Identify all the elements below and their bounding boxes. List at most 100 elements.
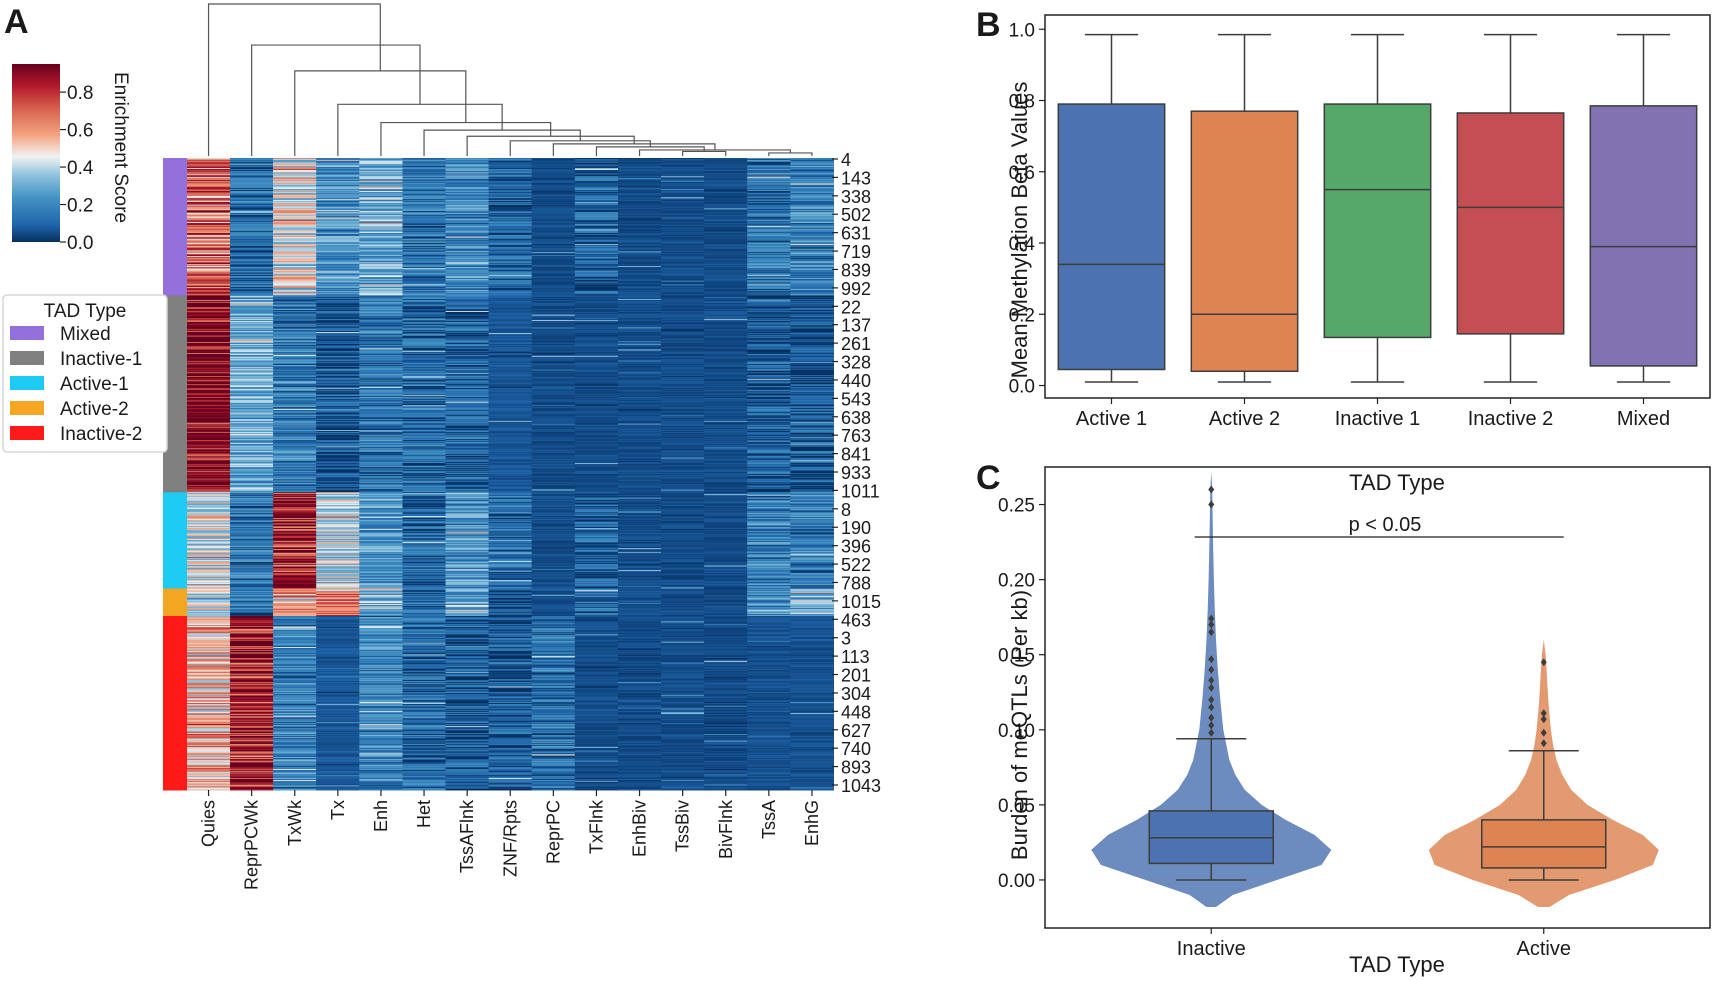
heatmap-cell [273,370,317,372]
heatmap-cell [402,286,446,288]
heatmap-cell [316,414,360,416]
heatmap-cell [187,383,231,385]
heatmap-cell [445,251,490,253]
heatmap-cell [230,421,274,424]
heatmap-cell [747,230,791,232]
heatmap-cell [359,188,403,190]
heatmap-cell [704,282,748,284]
heatmap-cell [661,182,705,184]
heatmap-cell [402,198,446,200]
heatmap-cell [273,376,317,379]
heatmap-cell [187,381,231,383]
heatmap-cell [230,483,274,485]
heatmap-cell [187,212,231,214]
heatmap-cell [187,244,231,246]
heatmap-cell [704,210,748,212]
heatmap-cell [704,201,748,204]
heatmap-cell [316,216,360,218]
heatmap-cell [316,174,360,176]
heatmap-cell [402,185,446,187]
heatmap-cell [230,224,274,227]
heatmap-cell [359,248,403,250]
heatmap-cell [574,173,619,175]
heatmap-cell [187,386,231,388]
heatmap-cell [488,256,533,259]
heatmap-cell [445,280,490,283]
heatmap-cell [230,428,274,430]
heatmap-cell [402,372,446,374]
heatmap-cell [316,484,360,487]
heatmap-cell [359,315,403,317]
heatmap-cell [790,212,834,214]
heatmap-cell [359,313,403,315]
heatmap-cell [316,250,360,252]
heatmap-cell [273,224,317,227]
heatmap-cell [359,457,403,459]
heatmap-cell [402,317,446,319]
heatmap-cell [230,213,274,216]
heatmap-cell [618,186,662,188]
heatmap-cell [618,249,662,251]
heatmap-cell [187,248,231,250]
heatmap-cell [316,285,360,287]
heatmap-cell [316,483,360,485]
heatmap-cell [574,195,619,197]
heatmap-cell [747,279,791,282]
heatmap-cell [747,192,791,195]
heatmap-cell [273,470,317,472]
heatmap-cell [574,198,619,200]
heatmap-cell [574,175,619,177]
heatmap-cell [704,262,748,264]
heatmap-cell [402,178,446,180]
heatmap-cell [230,373,274,375]
heatmap-cell [445,172,490,174]
heatmap-cell [187,326,231,328]
heatmap-cell [230,250,274,252]
heatmap-cell [704,215,748,217]
heatmap-cell [704,212,748,215]
heatmap-cell [187,226,231,228]
heatmap-cell [187,227,231,229]
heatmap-cell [661,274,705,276]
heatmap-cell [273,206,317,208]
heatmap-cell [273,475,317,478]
heatmap-cell [704,201,748,203]
heatmap-cell [316,469,360,471]
heatmap-cell [316,316,360,318]
heatmap-cell [445,171,490,174]
heatmap-cell [187,197,231,199]
heatmap-cell [402,409,446,412]
heatmap-cell [187,297,231,299]
heatmap-cell [574,201,619,204]
heatmap-cell [402,322,446,325]
heatmap-cell [273,166,317,168]
heatmap-cell [316,171,360,174]
heatmap-cell [230,198,274,200]
heatmap-cell [230,322,274,325]
heatmap-cell [790,211,834,213]
heatmap-cell [531,197,576,199]
heatmap-cell [445,167,490,169]
heatmap-cell [704,225,748,228]
heatmap-cell [316,382,360,384]
heatmap-cell [747,255,791,257]
heatmap-cell [230,183,274,185]
heatmap-cell [316,260,360,262]
heatmap-cell [273,393,317,395]
heatmap-cell [618,213,662,216]
heatmap-cell [618,234,662,236]
heatmap-cell [790,240,834,242]
heatmap-cell [316,317,360,319]
heatmap-cell [488,187,533,189]
heatmap-cell [273,236,317,239]
heatmap-cell [359,354,403,356]
heatmap-cell [402,335,446,337]
heatmap-cell [488,240,533,242]
heatmap-cell [747,233,791,235]
heatmap-cell [359,196,403,198]
heatmap-cell [187,461,231,463]
heatmap-cell [359,190,403,193]
heatmap-cell [661,222,705,224]
heatmap-cell [187,378,231,381]
heatmap-cell [316,199,360,201]
